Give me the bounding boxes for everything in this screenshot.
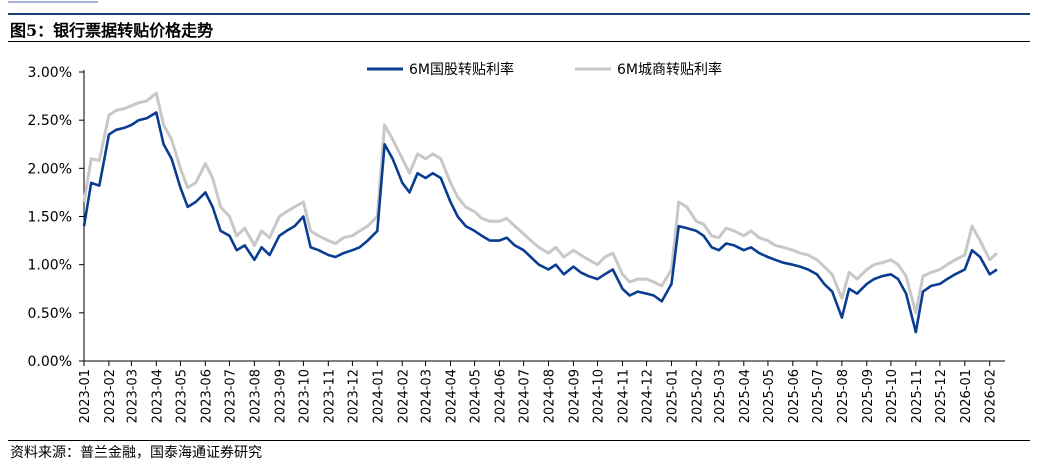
legend-label-2: 6M城商转贴利率 bbox=[617, 61, 722, 78]
series-line-1 bbox=[82, 111, 998, 334]
report-header-bar bbox=[0, 0, 1038, 12]
x-tick-label: 2023-06 bbox=[199, 369, 214, 423]
x-tick-label: 2026-02 bbox=[984, 369, 999, 423]
x-tick-label: 2024-03 bbox=[420, 369, 435, 423]
x-tick-label: 2025-08 bbox=[836, 369, 851, 423]
x-tick-label: 2024-08 bbox=[543, 369, 558, 423]
data-source-note: 资料来源：普兰金融，国泰海通证券研究 bbox=[10, 445, 262, 461]
x-tick-label: 2024-11 bbox=[616, 369, 631, 423]
x-tick-label: 2024-07 bbox=[518, 369, 533, 423]
x-tick-label: 2024-10 bbox=[592, 369, 607, 423]
y-tick-label: 3.00% bbox=[28, 65, 72, 81]
x-tick-label: 2023-10 bbox=[297, 369, 312, 423]
line-chart: 0.00% 0.50% 1.00% 1.50% 2.00% 2.50% 3.00% 2023-… bbox=[28, 61, 1005, 423]
x-tick-label: 2025-11 bbox=[910, 369, 925, 423]
x-tick-label: 2023-08 bbox=[248, 369, 263, 423]
y-tick-label: 1.00% bbox=[28, 258, 72, 274]
series-line-2 bbox=[82, 91, 999, 315]
x-tick-label: 2023-04 bbox=[150, 369, 165, 423]
x-tick-label: 2024-12 bbox=[641, 369, 656, 423]
chart-axes: 0.00% 0.50% 1.00% 1.50% 2.00% 2.50% 3.00% 2023-… bbox=[28, 65, 1005, 423]
legend-label-1: 6M国股转贴利率 bbox=[409, 61, 514, 78]
x-tick-label: 2025-03 bbox=[713, 369, 728, 423]
x-tick-label: 2025-05 bbox=[762, 369, 777, 423]
x-tick-label: 2023-07 bbox=[223, 369, 238, 423]
x-tick-label: 2025-06 bbox=[787, 369, 802, 423]
figure-title-row: 图5：银行票据转贴价格走势 bbox=[8, 13, 1030, 42]
chart-legend: 6M国股转贴利率 6M城商转贴利率 bbox=[367, 61, 722, 78]
x-tick-label: 2024-04 bbox=[444, 369, 459, 423]
y-tick-label: 0.00% bbox=[28, 354, 72, 370]
x-tick-label: 2023-01 bbox=[78, 369, 93, 423]
y-tick-label: 0.50% bbox=[28, 306, 72, 322]
x-tick-label: 2023-09 bbox=[273, 369, 288, 423]
x-tick-label: 2024-05 bbox=[469, 369, 484, 423]
x-tick-label: 2025-07 bbox=[811, 369, 826, 423]
x-tick-label: 2023-11 bbox=[322, 369, 337, 423]
x-tick-label: 2025-10 bbox=[885, 369, 900, 423]
x-tick-label: 2025-12 bbox=[934, 369, 949, 423]
x-tick-label: 2025-02 bbox=[690, 369, 705, 423]
x-tick-label: 2023-02 bbox=[103, 369, 118, 423]
chart-series bbox=[82, 91, 999, 334]
y-tick-label: 2.50% bbox=[28, 113, 72, 129]
figure-title: 图5：银行票据转贴价格走势 bbox=[10, 21, 214, 40]
x-tick-label: 2023-12 bbox=[346, 369, 361, 423]
y-tick-label: 2.00% bbox=[28, 161, 72, 177]
y-tick-label: 1.50% bbox=[28, 210, 72, 226]
figure-footer: 资料来源：普兰金融，国泰海通证券研究 bbox=[8, 440, 1030, 463]
x-tick-label: 2024-09 bbox=[567, 369, 582, 423]
x-tick-label: 2023-05 bbox=[174, 369, 189, 423]
x-tick-label: 2025-09 bbox=[861, 369, 876, 423]
broker-logo-strip bbox=[8, 1, 98, 9]
x-tick-label: 2024-01 bbox=[371, 369, 386, 423]
x-tick-label: 2024-02 bbox=[396, 369, 411, 423]
x-tick-label: 2025-01 bbox=[665, 369, 680, 423]
x-tick-label: 2026-01 bbox=[959, 369, 974, 423]
x-tick-label: 2025-04 bbox=[738, 369, 753, 423]
x-tick-label: 2023-03 bbox=[125, 369, 140, 423]
x-tick-label: 2024-06 bbox=[493, 369, 508, 423]
